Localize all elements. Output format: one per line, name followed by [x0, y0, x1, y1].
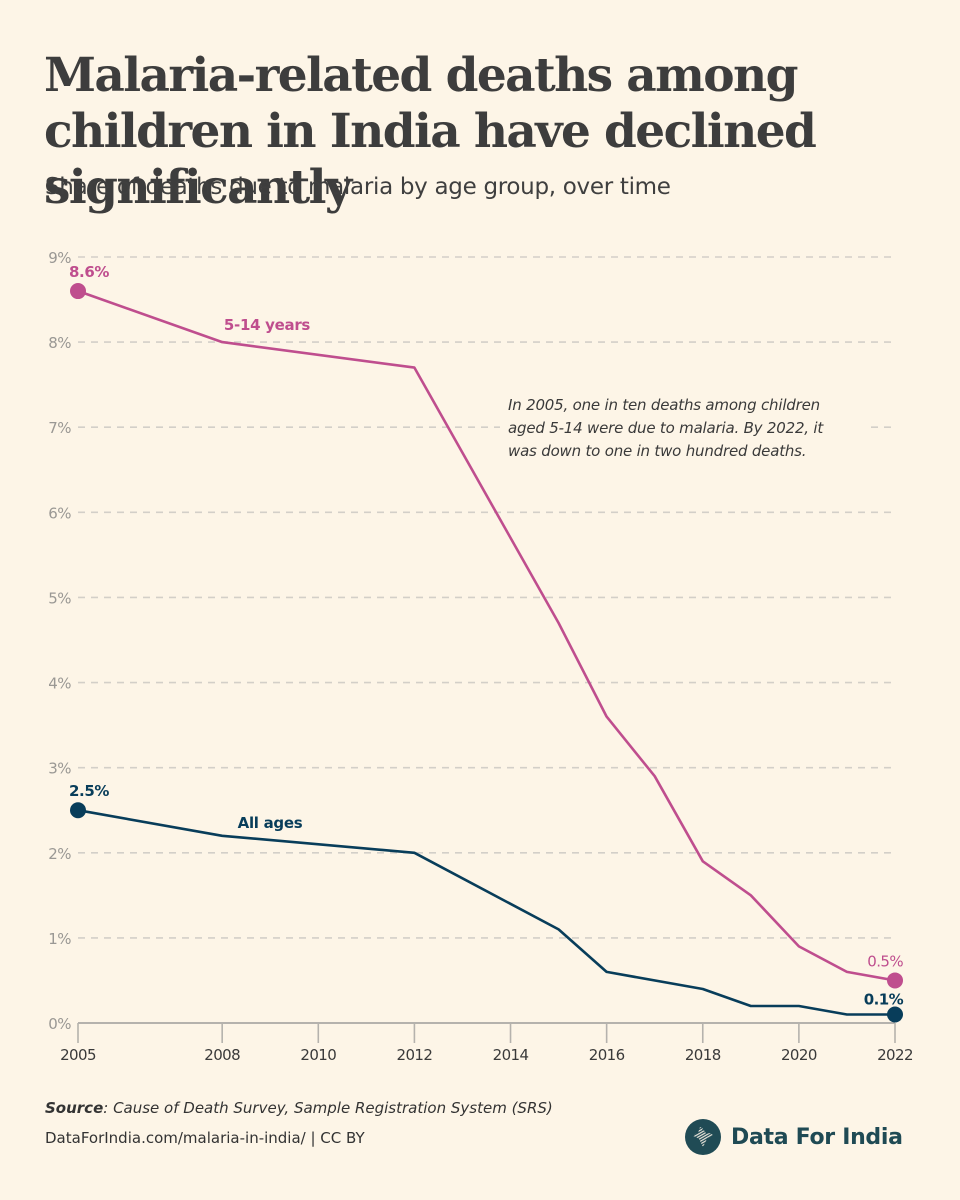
y-tick-label: 8%: [48, 334, 71, 352]
y-tick-label: 7%: [48, 419, 71, 437]
page-title: Malaria-related deaths among children in…: [44, 48, 817, 215]
source-label: Source: [45, 1099, 104, 1117]
annotation: In 2005, one in ten deaths among childre…: [500, 390, 865, 462]
y-tick-label: 2%: [48, 845, 71, 863]
x-tick-label: 2018: [685, 1046, 721, 1064]
y-tick-label: 6%: [48, 504, 71, 522]
x-tick-label: 2016: [589, 1046, 625, 1064]
y-tick-label: 1%: [48, 930, 71, 948]
start-marker-all-ages: [70, 802, 86, 819]
series-line-5-14-years: [77, 289, 896, 982]
start-value-label-all-ages: 2.5%: [69, 782, 109, 800]
x-tick-label: 2010: [300, 1046, 336, 1064]
brand-logo[interactable]: Data For India: [685, 1119, 903, 1155]
annotation-background: [500, 390, 865, 462]
x-tick-label: 2012: [397, 1046, 433, 1064]
x-tick-label: 2005: [60, 1046, 96, 1064]
series-label-all-ages: All ages: [238, 814, 303, 832]
series: [70, 283, 903, 1023]
source-link[interactable]: DataForIndia.com/malaria-in-india/ | CC …: [45, 1129, 365, 1147]
x-tick-label: 2008: [204, 1046, 240, 1064]
annotation-line: was down to one in two hundred deaths.: [508, 442, 806, 460]
y-tick-label: 3%: [48, 760, 71, 778]
end-marker-all-ages: [887, 1006, 903, 1023]
series-label-5-14-years: 5-14 years: [224, 316, 311, 334]
series-line-all-ages: [77, 808, 895, 1016]
axes: 0% 1% 2% 3% 4% 5% 6% 7% 8% 9% 2005 2008 2010 2012 2014…: [48, 249, 913, 1064]
source-note: Source: Cause of Death Survey, Sample Re…: [45, 1099, 553, 1117]
y-tick-label: 9%: [48, 249, 71, 267]
source-text: : Cause of Death Survey, Sample Registra…: [103, 1099, 553, 1117]
labels: 8.6% 0.5% 5-14 years 2.5% 0.1% All ages In 200…: [69, 263, 904, 1008]
end-value-label-5-14-years: 0.5%: [867, 952, 903, 970]
x-tick-label: 2014: [493, 1046, 529, 1064]
india-map-icon: [685, 1119, 721, 1155]
annotation-line: In 2005, one in ten deaths among childre…: [508, 396, 820, 414]
annotation-line: aged 5-14 were due to malaria. By 2022, …: [508, 419, 824, 437]
page-subtitle: Share of deaths due to malaria by age gr…: [45, 174, 671, 200]
brand-name: Data For India: [731, 1124, 903, 1150]
start-marker-5-14-years: [70, 283, 86, 300]
start-value-label-5-14-years: 8.6%: [69, 263, 109, 281]
y-tick-label: 5%: [48, 589, 71, 607]
y-tick-label: 4%: [48, 675, 71, 693]
x-tick-label: 2022: [877, 1046, 913, 1064]
line-chart: 0% 1% 2% 3% 4% 5% 6% 7% 8% 9% 2005 2008 2010 2012 2014…: [48, 249, 913, 1064]
end-value-label-all-ages: 0.1%: [864, 990, 904, 1008]
x-tick-label: 2020: [781, 1046, 817, 1064]
end-marker-5-14-years: [887, 972, 903, 989]
y-tick-label: 0%: [48, 1015, 71, 1033]
gridlines: [78, 256, 895, 939]
